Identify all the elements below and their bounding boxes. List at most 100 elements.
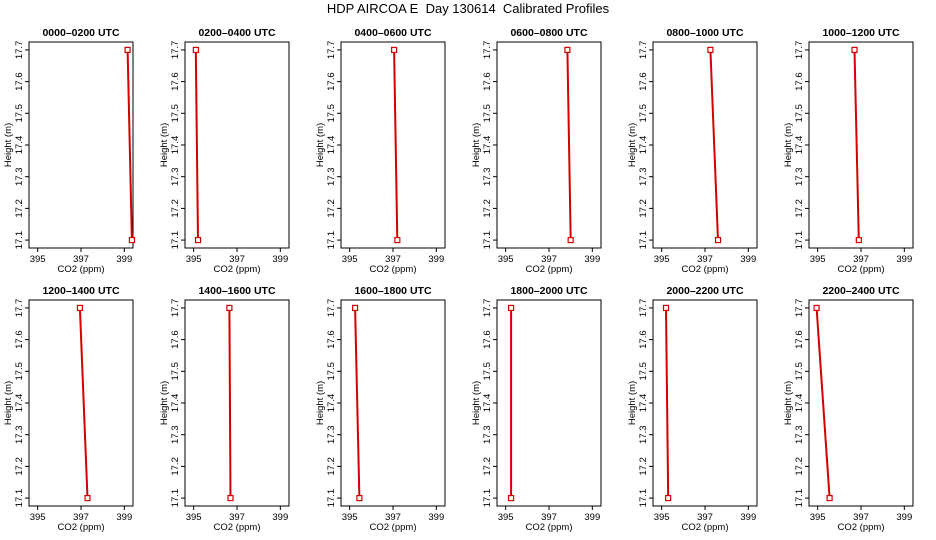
y-tick-label: 17.3 (794, 167, 805, 186)
panel-title: 1000–1200 UTC (822, 27, 899, 39)
y-tick-label: 17.7 (482, 299, 493, 318)
y-tick-label: 17.3 (638, 167, 649, 186)
x-axis-label: CO2 (ppm) (838, 522, 885, 533)
y-tick-label: 17.5 (794, 362, 805, 381)
panel-title: 0000–0200 UTC (42, 27, 119, 39)
panel-title: 0400–0600 UTC (354, 27, 431, 39)
y-tick-label: 17.4 (14, 394, 25, 413)
plot-frame (340, 41, 446, 249)
y-tick-label: 17.2 (482, 199, 493, 218)
y-tick-label: 17.7 (326, 299, 337, 318)
y-tick-label: 17.7 (482, 41, 493, 60)
x-tick-label: 399 (272, 254, 288, 265)
x-tick-label: 397 (697, 254, 713, 265)
panel-title: 1200–1400 UTC (42, 285, 119, 297)
plot-frame (808, 41, 914, 249)
y-tick-label: 17.2 (14, 199, 25, 218)
y-tick-label: 17.4 (638, 394, 649, 413)
panel-title: 1600–1800 UTC (354, 285, 431, 297)
panel-title: 2200–2400 UTC (822, 285, 899, 297)
profile-point (507, 494, 515, 502)
profile-point (194, 236, 202, 244)
y-tick-label: 17.7 (170, 299, 181, 318)
profile-point (356, 494, 363, 502)
y-tick-label: 17.3 (482, 167, 493, 186)
y-tick-label: 17.5 (482, 362, 493, 381)
profile-point (813, 304, 820, 312)
y-tick-label: 17.1 (170, 231, 181, 250)
x-tick-label: 399 (896, 512, 912, 523)
y-axis-label: Height (m) (315, 381, 326, 425)
y-tick-label: 17.6 (326, 72, 337, 91)
y-tick-label: 17.2 (14, 457, 25, 476)
y-tick-label: 17.5 (170, 362, 181, 381)
y-tick-label: 17.5 (170, 104, 181, 123)
x-tick-label: 399 (584, 254, 600, 265)
panel-10: 1800–2000 UTC 395 397 399 17.1 17.2 17.3 17.4 17… (471, 285, 602, 533)
y-tick-label: 17.2 (170, 199, 181, 218)
y-tick-label: 17.5 (638, 104, 649, 123)
x-axis-label: CO2 (ppm) (526, 522, 573, 533)
y-tick-label: 17.2 (326, 199, 337, 218)
y-tick-label: 17.4 (170, 394, 181, 413)
y-tick-label: 17.3 (482, 425, 493, 444)
y-tick-label: 17.6 (638, 72, 649, 91)
y-tick-label: 17.2 (794, 199, 805, 218)
panel-title: 2000–2200 UTC (666, 285, 743, 297)
panel-title: 0600–0800 UTC (510, 27, 587, 39)
y-tick-label: 17.1 (638, 489, 649, 508)
y-axis-label: Height (m) (783, 123, 794, 167)
y-axis-label: Height (m) (3, 381, 14, 425)
profile-line (709, 49, 719, 241)
y-tick-label: 17.1 (170, 489, 181, 508)
y-tick-label: 17.3 (326, 425, 337, 444)
x-axis-label: CO2 (ppm) (214, 522, 261, 533)
y-tick-label: 17.3 (170, 425, 181, 444)
y-axis-label: Height (m) (471, 123, 482, 167)
y-tick-label: 17.2 (638, 199, 649, 218)
panel-6: 1000–1200 UTC 395 397 399 17.1 17.2 17.3 17.4 17… (783, 27, 914, 275)
profile-point (84, 494, 91, 502)
x-tick-label: 395 (186, 254, 202, 265)
x-axis-label: CO2 (ppm) (526, 264, 573, 275)
x-tick-label: 399 (116, 512, 132, 523)
profile-point (351, 304, 359, 312)
profile-point (665, 494, 672, 502)
y-tick-label: 17.2 (170, 457, 181, 476)
panel-7: 1200–1400 UTC 395 397 399 17.1 17.2 17.3 17.4 17… (3, 285, 134, 533)
profile-point (567, 236, 574, 244)
y-tick-label: 17.4 (482, 394, 493, 413)
plot-frame (184, 41, 290, 249)
y-tick-label: 17.4 (326, 394, 337, 413)
profile-point (707, 46, 714, 54)
y-axis-label: Height (m) (471, 381, 482, 425)
y-tick-label: 17.6 (482, 72, 493, 91)
y-tick-label: 17.1 (482, 489, 493, 508)
x-tick-label: 397 (229, 512, 245, 523)
panel-11: 2000–2200 UTC 395 397 399 17.1 17.2 17.3 17.4 17… (627, 285, 758, 533)
profile-line (228, 307, 232, 499)
y-tick-label: 17.6 (170, 72, 181, 91)
profile-point (76, 304, 84, 312)
x-tick-label: 399 (584, 512, 600, 523)
profile-line (194, 49, 199, 241)
y-tick-label: 17.7 (14, 299, 25, 318)
x-axis-label: CO2 (ppm) (58, 264, 105, 275)
x-tick-label: 395 (30, 512, 46, 523)
x-tick-label: 395 (654, 254, 670, 265)
y-tick-label: 17.7 (326, 41, 337, 60)
y-tick-label: 17.2 (326, 457, 337, 476)
x-tick-label: 397 (385, 512, 401, 523)
profile-line (815, 307, 831, 499)
figure-title: HDP AIRCOA E Day 130614 Calibrated Profi… (326, 1, 610, 16)
y-tick-label: 17.3 (326, 167, 337, 186)
y-axis-label: Height (m) (159, 381, 170, 425)
x-tick-label: 395 (810, 512, 826, 523)
profile-line (126, 49, 133, 241)
x-tick-label: 399 (272, 512, 288, 523)
x-tick-label: 395 (498, 512, 514, 523)
y-tick-label: 17.3 (794, 425, 805, 444)
x-axis-label: CO2 (ppm) (838, 264, 885, 275)
y-tick-label: 17.7 (638, 299, 649, 318)
